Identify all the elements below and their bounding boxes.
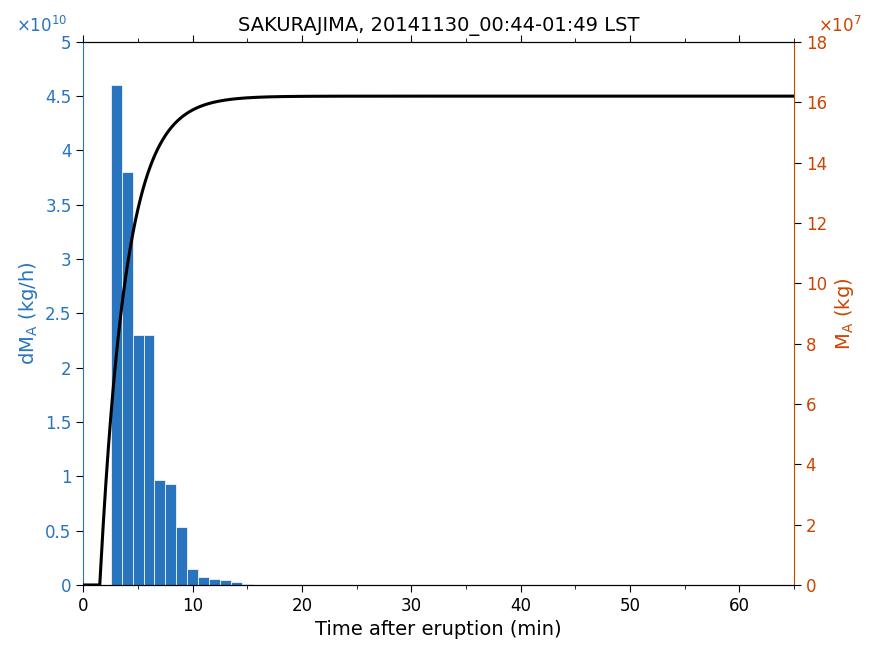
Bar xyxy=(209,579,220,585)
Bar xyxy=(144,335,155,585)
Bar xyxy=(187,569,198,585)
Bar xyxy=(165,484,177,585)
Bar xyxy=(177,527,187,585)
Bar xyxy=(122,172,133,585)
Text: $\times10^{7}$: $\times10^{7}$ xyxy=(817,16,861,36)
Bar xyxy=(231,582,242,585)
Title: SAKURAJIMA, 20141130_00:44-01:49 LST: SAKURAJIMA, 20141130_00:44-01:49 LST xyxy=(238,16,640,35)
Bar xyxy=(111,85,122,585)
X-axis label: Time after eruption (min): Time after eruption (min) xyxy=(315,621,562,640)
Text: $\times10^{10}$: $\times10^{10}$ xyxy=(16,16,67,36)
Y-axis label: $\mathrm{dM_A}$ (kg/h): $\mathrm{dM_A}$ (kg/h) xyxy=(17,262,39,365)
Bar xyxy=(220,579,231,585)
Y-axis label: $\mathrm{M_A}$ (kg): $\mathrm{M_A}$ (kg) xyxy=(832,277,856,350)
Bar xyxy=(133,335,144,585)
Bar xyxy=(155,480,165,585)
Bar xyxy=(198,577,209,585)
